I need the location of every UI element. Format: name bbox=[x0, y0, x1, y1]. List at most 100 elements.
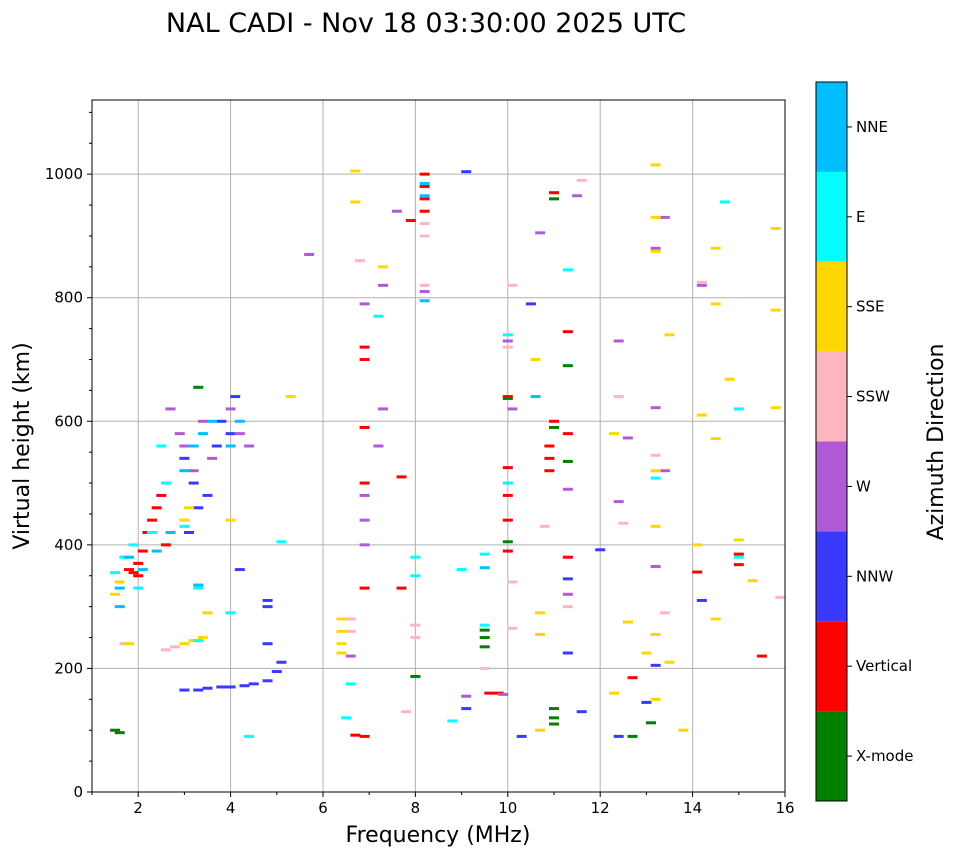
y-tick-label: 1000 bbox=[45, 165, 83, 183]
echo-point bbox=[696, 598, 707, 602]
echo-point bbox=[234, 568, 245, 572]
x-tick-label: 2 bbox=[133, 799, 143, 817]
echo-point bbox=[535, 728, 546, 732]
echo-point bbox=[461, 170, 472, 174]
echo-point bbox=[160, 481, 171, 485]
echo-point bbox=[419, 222, 430, 226]
echo-point bbox=[285, 395, 296, 399]
echo-point bbox=[479, 628, 490, 632]
echo-point bbox=[336, 617, 347, 621]
echo-point bbox=[479, 623, 490, 627]
x-tick-label: 8 bbox=[411, 799, 421, 817]
echo-point bbox=[502, 540, 513, 544]
echo-point bbox=[650, 697, 661, 701]
echo-point bbox=[562, 577, 573, 581]
echo-point bbox=[207, 419, 218, 423]
echo-point bbox=[650, 476, 661, 480]
echo-point bbox=[484, 691, 495, 695]
echo-point bbox=[502, 339, 513, 343]
echo-point bbox=[539, 524, 550, 528]
echo-point bbox=[151, 506, 162, 510]
echo-point bbox=[502, 396, 513, 400]
echo-point bbox=[650, 564, 661, 568]
colorbar-swatch bbox=[816, 711, 847, 801]
echo-point bbox=[359, 543, 370, 547]
echo-point bbox=[276, 540, 287, 544]
data-points bbox=[110, 163, 786, 738]
echo-point bbox=[197, 636, 208, 640]
echo-point bbox=[165, 407, 176, 411]
echo-point bbox=[447, 719, 458, 723]
echo-point bbox=[262, 605, 273, 609]
echo-point bbox=[202, 493, 213, 497]
echo-point bbox=[502, 493, 513, 497]
echo-point bbox=[692, 543, 703, 547]
echo-point bbox=[123, 642, 134, 646]
echo-point bbox=[410, 555, 421, 559]
echo-point bbox=[650, 246, 661, 250]
echo-point bbox=[419, 172, 430, 176]
echo-point bbox=[244, 444, 255, 448]
echo-point bbox=[544, 444, 555, 448]
echo-point bbox=[576, 178, 587, 182]
colorbar: X-mode Vertical NNW W SSW SSE E NNE bbox=[815, 81, 913, 802]
echo-point bbox=[613, 500, 624, 504]
echo-point bbox=[151, 549, 162, 553]
echo-point bbox=[410, 674, 421, 678]
echo-point bbox=[304, 252, 315, 256]
echo-point bbox=[770, 406, 781, 410]
echo-point bbox=[174, 432, 185, 436]
x-tick-label: 6 bbox=[318, 799, 328, 817]
echo-point bbox=[535, 632, 546, 636]
echo-point bbox=[419, 209, 430, 213]
echo-point bbox=[678, 728, 689, 732]
colorbar-category-label: NNW bbox=[856, 567, 893, 585]
y-tick-label: 400 bbox=[54, 536, 83, 554]
echo-point bbox=[373, 444, 384, 448]
echo-point bbox=[622, 436, 633, 440]
echo-point bbox=[562, 651, 573, 655]
echo-point bbox=[595, 548, 606, 552]
echo-point bbox=[133, 574, 144, 578]
echo-point bbox=[396, 586, 407, 590]
echo-point bbox=[193, 583, 204, 587]
echo-point bbox=[747, 579, 758, 583]
x-axis-label: Frequency (MHz) bbox=[346, 823, 531, 848]
colorbar-frame bbox=[815, 81, 848, 802]
colorbar-category-label: W bbox=[856, 477, 871, 495]
echo-point bbox=[184, 531, 195, 534]
colorbar-category-label: NNE bbox=[856, 118, 888, 136]
echo-point bbox=[378, 407, 389, 411]
echo-point bbox=[262, 598, 273, 602]
echo-point bbox=[419, 283, 430, 287]
echo-point bbox=[507, 407, 518, 411]
echo-point bbox=[225, 407, 236, 411]
echo-point bbox=[733, 563, 744, 567]
echo-point bbox=[461, 694, 472, 698]
echo-point bbox=[225, 611, 236, 615]
echo-point bbox=[133, 586, 144, 590]
echo-point bbox=[128, 543, 139, 547]
echo-point bbox=[733, 552, 744, 556]
echo-point bbox=[479, 666, 490, 670]
echo-point bbox=[544, 456, 555, 460]
echo-point bbox=[225, 685, 236, 689]
echo-point bbox=[535, 611, 546, 615]
echo-point bbox=[184, 506, 195, 510]
echo-point bbox=[507, 626, 518, 630]
echo-point bbox=[110, 728, 121, 732]
echo-point bbox=[262, 642, 273, 646]
echo-point bbox=[775, 595, 786, 599]
echo-point bbox=[530, 358, 541, 361]
echo-point bbox=[193, 688, 204, 692]
echo-point bbox=[562, 487, 573, 491]
echo-point bbox=[359, 481, 370, 485]
echo-point bbox=[507, 283, 518, 287]
colorbar-category-label: E bbox=[856, 208, 865, 226]
echo-point bbox=[502, 481, 513, 485]
echo-point bbox=[710, 437, 721, 441]
colorbar-label: Azimuth Direction bbox=[924, 343, 949, 540]
echo-point bbox=[479, 566, 490, 570]
echo-point bbox=[498, 692, 509, 696]
echo-point bbox=[650, 249, 661, 253]
